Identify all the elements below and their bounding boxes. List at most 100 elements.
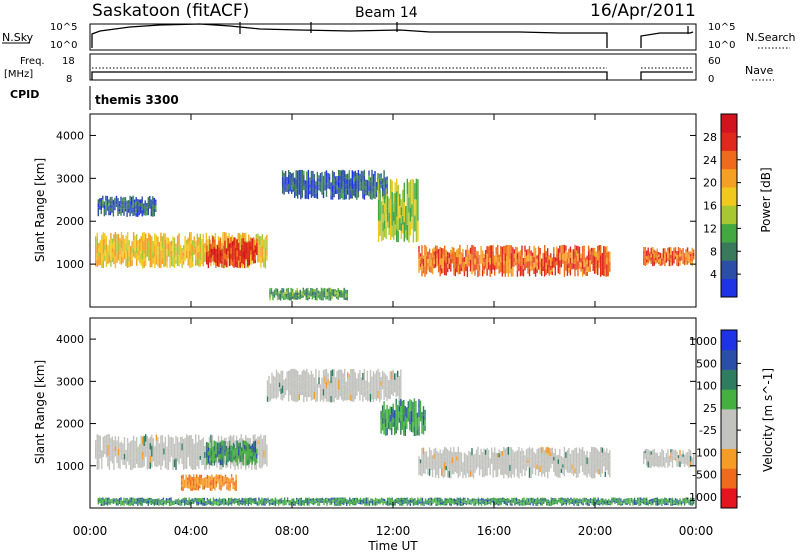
velocity-cell	[228, 436, 230, 442]
velocity-cell	[123, 499, 125, 501]
velocity-cell	[155, 447, 158, 455]
velocity-cell	[474, 457, 476, 462]
velocity-cell	[450, 501, 452, 504]
velocity-cell	[288, 386, 290, 394]
power-cell	[213, 259, 215, 266]
power-cell	[325, 292, 327, 296]
velocity-cell	[197, 476, 199, 482]
power-cell	[586, 267, 588, 272]
velocity-cell	[406, 418, 408, 424]
power-cell	[530, 255, 532, 261]
velocity-cell	[164, 460, 167, 469]
velocity-cell	[541, 458, 543, 465]
power-cell	[261, 251, 264, 257]
velocity-cell	[371, 384, 373, 392]
power-cell	[554, 266, 556, 271]
velocity-cell	[421, 501, 424, 504]
velocity-cell	[424, 420, 426, 426]
power-cell	[516, 259, 519, 265]
power-cell	[319, 298, 321, 300]
power-cell	[98, 243, 100, 248]
velocity-cell	[363, 385, 366, 392]
velocity-cell	[476, 500, 478, 502]
velocity-cell	[378, 396, 381, 403]
power-cell	[295, 178, 297, 188]
power-cell	[359, 180, 361, 184]
power-cell	[460, 259, 463, 264]
velocity-cell	[193, 464, 195, 470]
velocity-cell	[97, 500, 99, 503]
velocity-cell	[289, 382, 291, 389]
velocity-cell	[383, 502, 386, 504]
velocity-cell	[383, 372, 385, 382]
velocity-cell	[322, 376, 325, 383]
velocity-cell	[389, 414, 391, 423]
velocity-cell	[344, 497, 346, 499]
power-cell	[146, 244, 148, 251]
velocity-cell	[283, 388, 285, 394]
velocity-cell	[303, 499, 305, 502]
power-cell	[140, 202, 142, 207]
power-cell	[245, 247, 247, 254]
power-cell	[292, 182, 294, 187]
power-cell	[318, 184, 320, 188]
velocity-cell	[480, 464, 482, 470]
velocity-cell	[393, 503, 395, 506]
velocity-cell	[161, 501, 163, 503]
velocity-cell	[216, 449, 219, 454]
velocity-cell	[515, 458, 517, 462]
power-cell	[155, 234, 158, 245]
power-cell	[345, 184, 347, 190]
power-cell	[569, 246, 572, 253]
velocity-cell	[606, 461, 608, 466]
velocity-cell	[133, 498, 136, 500]
power-cell	[595, 251, 597, 257]
power-cell	[327, 183, 329, 189]
velocity-cell	[252, 498, 254, 500]
velocity-cell	[480, 454, 482, 460]
velocity-cell	[397, 389, 399, 396]
power-cell	[365, 182, 367, 186]
power-cell	[131, 247, 133, 254]
power-cell	[381, 191, 384, 198]
velocity-cell	[112, 498, 115, 500]
power-cell	[228, 238, 230, 244]
power-cell	[299, 292, 301, 295]
velocity-cell	[209, 451, 211, 455]
power-cell	[580, 262, 582, 267]
velocity-cell	[262, 502, 265, 505]
velocity-cell	[109, 500, 112, 503]
power-cell	[425, 265, 428, 275]
velocity-cell	[473, 503, 475, 506]
velocity-cell	[498, 465, 500, 470]
velocity-cell	[220, 485, 222, 491]
velocity-cell	[286, 498, 289, 500]
velocity-cell	[324, 376, 326, 384]
power-cell	[587, 261, 590, 267]
power-cell	[291, 185, 293, 190]
velocity-cell	[375, 393, 378, 401]
power-cell	[571, 249, 573, 257]
velocity-cell	[310, 394, 313, 401]
velocity-cell	[530, 463, 532, 471]
velocity-cell	[547, 472, 549, 479]
velocity-cell	[509, 464, 511, 471]
velocity-cell	[424, 425, 426, 431]
power-cell	[266, 255, 268, 261]
velocity-cell	[148, 448, 150, 459]
velocity-cell	[294, 503, 296, 505]
power-cell	[350, 190, 352, 195]
velocity-cell	[228, 445, 231, 451]
velocity-cell	[182, 498, 184, 500]
velocity-cell	[350, 499, 352, 501]
power-ytick-label: 2000	[56, 215, 84, 228]
power-cell	[581, 246, 584, 254]
power-cell	[98, 247, 100, 252]
power-cell	[140, 199, 142, 203]
power-cell	[244, 250, 246, 260]
power-cell	[492, 263, 494, 270]
power-cell	[506, 261, 508, 268]
power-cell	[454, 251, 456, 260]
power-cell	[221, 264, 223, 268]
velocity-cell	[346, 502, 348, 505]
